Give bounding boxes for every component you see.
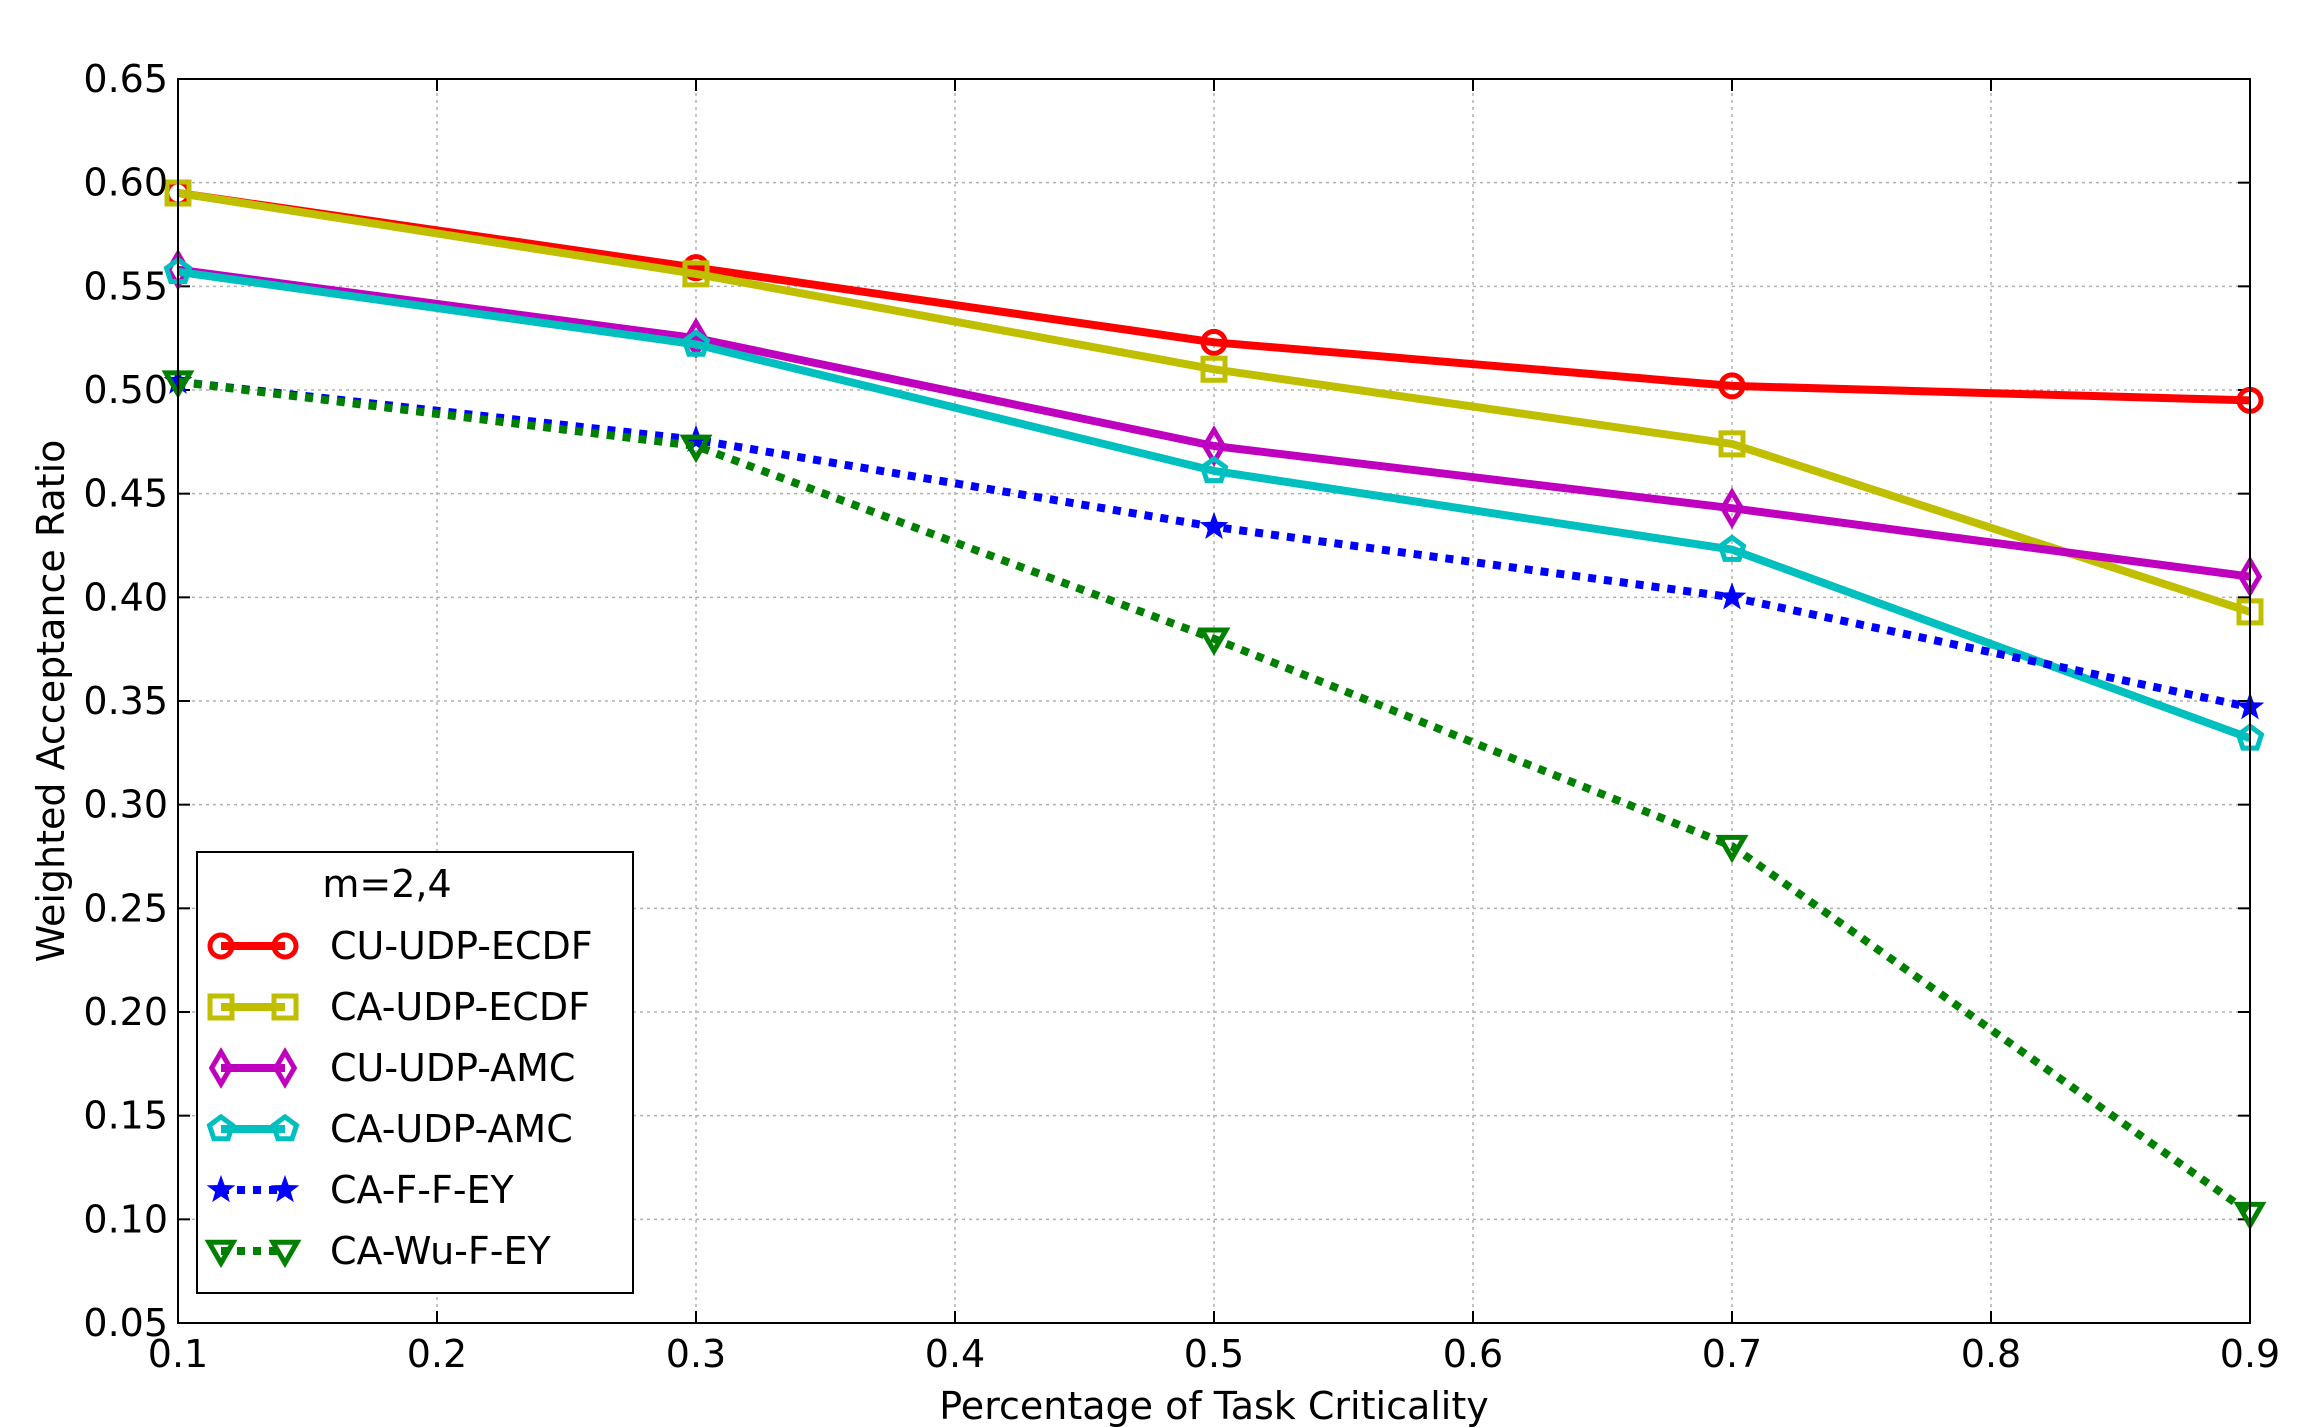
data-point-ca-udp-amc	[1717, 534, 1747, 562]
y-tick-label: 0.30	[83, 783, 168, 827]
legend-item-cu-udp-amc: CU-UDP-AMC	[208, 1046, 575, 1090]
legend-item-ca-wu-f-ey: CA-Wu-F-EY	[204, 1229, 551, 1273]
axis-ticks	[177, 78, 2251, 1324]
legend-marker-ca-udp-amc	[206, 1113, 236, 1142]
plot-frame	[177, 78, 2251, 1324]
series-line-ca-udp-ecdf	[177, 189, 2252, 616]
legend-label: CA-UDP-ECDF	[330, 985, 590, 1029]
legend-marker-ca-udp-ecdf	[271, 993, 299, 1021]
x-tick-label: 0.8	[1961, 1332, 2021, 1376]
series-line-ca-wu-f-ey	[177, 377, 2253, 1217]
legend-marker-ca-udp-amc	[270, 1113, 300, 1142]
data-point-ca-udp-ecdf	[1200, 355, 1228, 383]
series-line-ca-udp-amc	[177, 267, 2252, 743]
legend-item-ca-udp-ecdf: CA-UDP-ECDF	[207, 985, 590, 1029]
data-point-ca-wu-f-ey	[1197, 627, 1231, 656]
x-axis-label: Percentage of Task Criticality	[939, 1384, 1489, 1427]
legend-item-cu-udp-ecdf: CU-UDP-ECDF	[207, 924, 593, 968]
legend-item-ca-udp-amc: CA-UDP-AMC	[206, 1107, 573, 1151]
legend-marker-cu-udp-amc	[272, 1047, 298, 1089]
y-tick-label: 0.25	[83, 886, 168, 930]
x-tick-label: 0.4	[925, 1332, 985, 1376]
data-point-ca-udp-ecdf	[164, 179, 192, 207]
data-point-ca-f-f-ey	[1717, 582, 1747, 610]
legend-marker-cu-udp-ecdf	[207, 932, 235, 960]
legend-title: m=2,4	[322, 862, 451, 906]
y-tick-label: 0.50	[83, 368, 168, 412]
y-tick-label: 0.55	[83, 264, 168, 308]
y-tick-label: 0.40	[83, 575, 168, 619]
x-tick-label: 0.3	[666, 1332, 726, 1376]
x-tick-label: 0.5	[1184, 1332, 1244, 1376]
x-tick-label: 0.2	[407, 1332, 467, 1376]
y-tick-label: 0.35	[83, 679, 168, 723]
legend-marker-ca-f-f-ey	[270, 1174, 300, 1203]
data-point-ca-wu-f-ey	[1715, 834, 1749, 864]
data-point-ca-udp-ecdf	[1718, 430, 1746, 458]
legend-marker-ca-wu-f-ey	[204, 1239, 238, 1269]
x-tick-label: 0.9	[2220, 1332, 2280, 1376]
tick-labels: 0.1 0.2 0.3 0.4 0.5 0.6 0.7 0.8 0.9 0.05 0.10 0.15 0…	[83, 57, 2280, 1376]
series-ca-udp-ecdf	[164, 179, 2264, 626]
series-line-cu-udp-ecdf	[177, 189, 2251, 405]
legend-item-ca-f-f-ey: CA-F-F-EY	[206, 1168, 515, 1212]
legend: m=2,4 CU-UDP-ECDF CA-UDP-ECDF CU-UDP-AMC CA…	[196, 851, 634, 1294]
series-ca-wu-f-ey	[161, 370, 2267, 1231]
legend-label: CA-F-F-EY	[330, 1168, 515, 1212]
data-point-cu-udp-ecdf	[1200, 328, 1228, 356]
series-layer	[161, 179, 2267, 1231]
legend-marker-ca-f-f-ey	[206, 1174, 236, 1203]
data-point-ca-udp-amc	[681, 329, 711, 357]
data-point-ca-f-f-ey	[1199, 511, 1229, 539]
legend-label: CU-UDP-ECDF	[330, 924, 593, 968]
data-point-ca-udp-amc	[1199, 455, 1229, 484]
grid-lines	[177, 78, 2251, 1324]
legend-label: CU-UDP-AMC	[330, 1046, 575, 1090]
y-tick-label: 0.45	[83, 472, 168, 516]
y-tick-label: 0.20	[83, 990, 168, 1034]
y-tick-label: 0.05	[83, 1301, 168, 1345]
y-axis-label: Weighted Acceptance Ratio	[29, 440, 73, 963]
y-tick-label: 0.15	[83, 1094, 168, 1138]
data-point-cu-udp-amc	[1201, 425, 1227, 467]
data-point-ca-udp-ecdf	[2236, 598, 2264, 626]
legend-marker-ca-udp-ecdf	[207, 993, 235, 1021]
legend-label: CA-UDP-AMC	[330, 1107, 573, 1151]
y-tick-label: 0.65	[83, 57, 168, 101]
y-tick-label: 0.60	[83, 161, 168, 205]
y-tick-label: 0.10	[83, 1197, 168, 1241]
legend-label: CA-Wu-F-EY	[330, 1229, 551, 1273]
legend-marker-cu-udp-ecdf	[271, 932, 299, 960]
x-tick-label: 0.6	[1443, 1332, 1503, 1376]
legend-items: CU-UDP-ECDF CA-UDP-ECDF CU-UDP-AMC CA-UDP-A…	[204, 924, 593, 1273]
x-tick-label: 0.1	[148, 1332, 208, 1376]
legend-box	[196, 851, 634, 1294]
legend-marker-cu-udp-amc	[208, 1047, 234, 1089]
legend-marker-ca-wu-f-ey	[268, 1239, 302, 1269]
data-point-ca-wu-f-ey	[679, 434, 713, 464]
data-point-cu-udp-ecdf	[1718, 372, 1746, 400]
x-tick-label: 0.7	[1702, 1332, 1762, 1376]
data-point-cu-udp-amc	[1719, 487, 1745, 530]
series-line-cu-udp-amc	[177, 265, 2251, 581]
data-point-ca-udp-ecdf	[682, 260, 710, 288]
